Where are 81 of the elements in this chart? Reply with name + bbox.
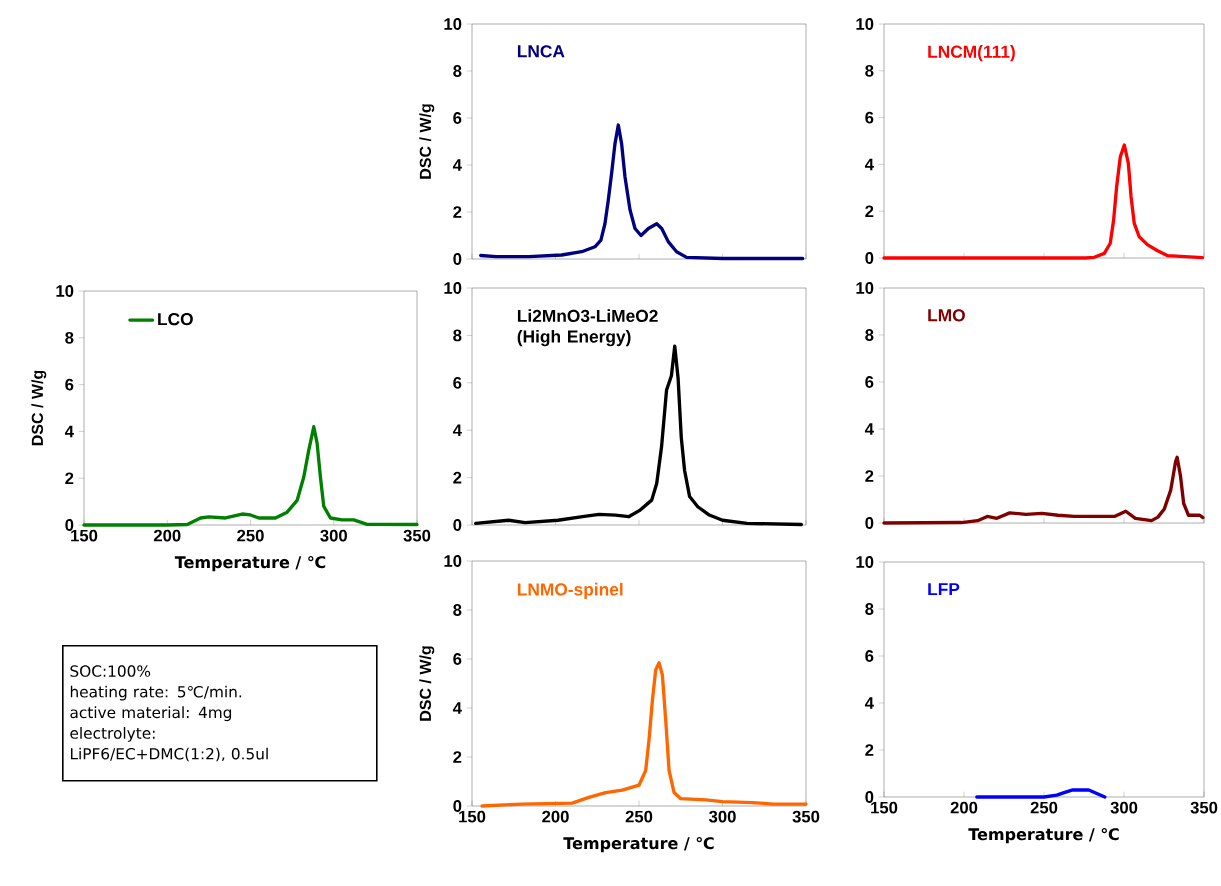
y-tick-label: 0 — [453, 253, 462, 265]
x-axis-title: Temperature / ℃ — [174, 556, 326, 572]
y-tick-label: 0 — [865, 517, 874, 529]
y-tick-label: 10 — [444, 282, 462, 294]
y-tick-label: 4 — [864, 158, 874, 171]
x-tick-label: 150 — [71, 529, 98, 542]
y-tick-label: 8 — [865, 603, 874, 615]
x-tick-label: 300 — [320, 529, 347, 542]
text: active material: 4mg — [70, 706, 232, 722]
y-tick-label: 2 — [453, 206, 462, 218]
line-series — [480, 661, 808, 808]
text: heating rate: 5℃/min. — [70, 685, 242, 701]
text: SOC:100% — [70, 665, 151, 677]
x-tick-label: 350 — [1190, 801, 1218, 814]
y-tick-label: 0 — [865, 252, 874, 264]
legend-label: LCO — [158, 312, 193, 326]
y-tick-label: 6 — [453, 112, 462, 124]
line-series — [882, 143, 1205, 260]
line-series — [882, 455, 1205, 525]
y-tick-label: 4 — [452, 424, 462, 436]
text: LNCM(111) — [928, 45, 1015, 62]
x-tick-label: 200 — [153, 529, 181, 542]
x-tick-label: 150 — [459, 810, 486, 823]
x-axis-title: Temperature / ℃ — [968, 828, 1119, 844]
y-tick-label: 0 — [65, 519, 74, 531]
y-tick-label: 8 — [865, 64, 874, 77]
y-tick-label: 4 — [452, 702, 462, 714]
y-tick-label: 4 — [452, 159, 462, 171]
x-tick-label: 200 — [950, 801, 978, 814]
x-tick-label: 350 — [403, 529, 431, 542]
text: LMO — [928, 309, 965, 322]
y-tick-label: 10 — [444, 555, 462, 567]
y-tick-label: 6 — [65, 378, 74, 391]
y-tick-label: 10 — [444, 18, 462, 30]
y-tick-label: 6 — [865, 376, 874, 388]
x-tick-label: 200 — [542, 810, 569, 823]
y-tick-label: 6 — [865, 650, 874, 662]
x-tick-label: 250 — [625, 810, 653, 823]
y-tick-label: 6 — [453, 376, 462, 389]
line-series — [975, 788, 1107, 799]
text: LNMO-spinel — [517, 582, 623, 600]
y-tick-label: 8 — [453, 65, 462, 77]
x-tick-label: 350 — [792, 810, 820, 823]
text: LiPF6/EC+DMC(1:2), 0.5ul — [70, 747, 268, 762]
x-tick-label: 300 — [1110, 801, 1138, 814]
text: LFP — [928, 583, 960, 596]
y-tick-label: 8 — [65, 331, 74, 344]
y-axis-title: DSC / W/g — [419, 104, 435, 179]
x-axis-title: Temperature / ℃ — [563, 837, 714, 853]
line-series — [82, 425, 419, 527]
y-tick-label: 0 — [865, 791, 874, 803]
y-tick-label: 2 — [865, 470, 874, 482]
y-tick-label: 2 — [453, 751, 462, 763]
y-tick-label: 2 — [65, 472, 74, 485]
y-tick-label: 10 — [856, 556, 874, 568]
x-tick-label: 300 — [708, 810, 736, 823]
y-tick-label: 8 — [453, 604, 462, 616]
y-axis-title: DSC / W/g — [419, 646, 435, 721]
x-tick-label: 150 — [871, 801, 898, 814]
text: LNCA — [517, 45, 565, 58]
y-tick-label: 4 — [864, 697, 874, 709]
y-tick-label: 4 — [64, 425, 74, 438]
y-tick-label: 6 — [865, 111, 874, 124]
x-tick-label: 250 — [237, 529, 264, 542]
y-tick-label: 10 — [56, 285, 74, 297]
text: electrolyte: — [70, 727, 155, 742]
y-tick-label: 10 — [856, 18, 874, 30]
y-tick-label: 8 — [865, 329, 874, 341]
y-axis-title: DSC / W/g — [31, 370, 47, 446]
y-tick-label: 4 — [864, 423, 874, 435]
series-label: Li2MnO3-LiMeO2 (High Energy) — [517, 309, 658, 347]
y-tick-label: 2 — [865, 744, 874, 756]
y-tick-label: 0 — [453, 800, 462, 812]
y-tick-label: 2 — [865, 205, 874, 218]
y-tick-label: 2 — [453, 471, 462, 484]
x-tick-label: 250 — [1030, 801, 1058, 814]
y-tick-label: 10 — [856, 282, 874, 294]
line-series — [479, 123, 805, 261]
y-tick-label: 6 — [453, 653, 462, 665]
y-tick-label: 8 — [453, 329, 462, 342]
y-tick-label: 0 — [453, 519, 462, 531]
